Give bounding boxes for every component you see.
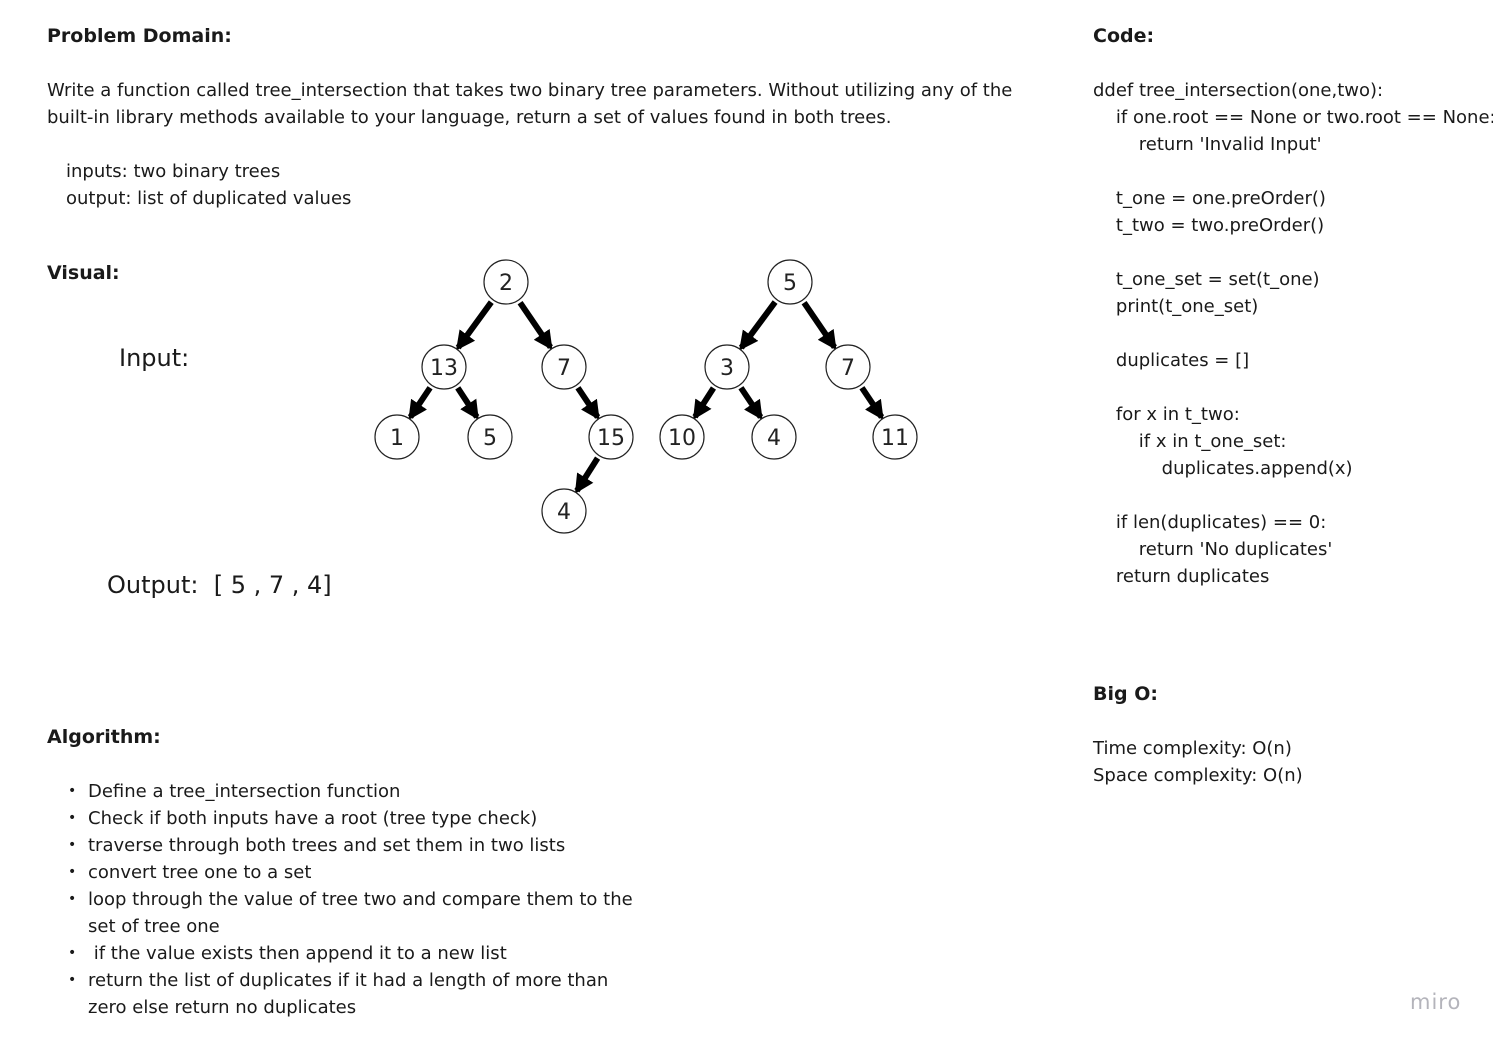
problem-description-line: Write a function called tree_intersectio… bbox=[47, 80, 1013, 101]
code-line: duplicates = [] bbox=[1093, 350, 1250, 371]
code-line: return 'No duplicates' bbox=[1093, 539, 1333, 560]
code-line: t_one = one.preOrder() bbox=[1093, 188, 1326, 209]
tree-edge-arrow bbox=[455, 386, 480, 420]
tree-node: 7 bbox=[825, 344, 871, 390]
code-line: t_two = two.preOrder() bbox=[1093, 215, 1325, 236]
code-block: ddef tree_intersection(one,two): if one.… bbox=[1093, 77, 1493, 590]
tree-edges bbox=[407, 300, 885, 494]
tree-node-circle bbox=[825, 344, 871, 390]
tree-node: 10 bbox=[659, 414, 705, 460]
problem-inputs: inputs: two binary trees bbox=[66, 161, 281, 182]
tree-edge-arrow bbox=[517, 300, 553, 351]
code-line: if x in t_one_set: bbox=[1093, 431, 1287, 452]
tree-node: 11 bbox=[872, 414, 918, 460]
tree-node: 13 bbox=[421, 344, 467, 390]
tree-node-value: 11 bbox=[881, 426, 909, 451]
code-line: for x in t_two: bbox=[1093, 404, 1240, 425]
tree-node-value: 4 bbox=[557, 500, 571, 525]
tree-edge-arrow bbox=[738, 300, 778, 351]
algorithm-step: traverse through both trees and set them… bbox=[47, 832, 637, 859]
tree-edge-arrow bbox=[455, 300, 494, 351]
algorithm-step: convert tree one to a set bbox=[47, 859, 637, 886]
tree-node-value: 5 bbox=[483, 426, 497, 451]
algorithm-step: loop through the value of tree two and c… bbox=[47, 886, 637, 940]
space-complexity: Space complexity: O(n) bbox=[1093, 765, 1303, 786]
tree-node-circle bbox=[421, 344, 467, 390]
code-line: if len(duplicates) == 0: bbox=[1093, 512, 1327, 533]
code-line bbox=[1093, 239, 1493, 266]
tree-node: 1 bbox=[374, 414, 420, 460]
tree-node-circle bbox=[588, 414, 634, 460]
code-line: return duplicates bbox=[1093, 566, 1270, 587]
tree-node-circle bbox=[704, 344, 750, 390]
code-line bbox=[1093, 374, 1493, 401]
tree-edge-arrow bbox=[859, 386, 885, 421]
tree-node-circle bbox=[467, 414, 513, 460]
tree-node-value: 13 bbox=[430, 356, 458, 381]
code-line: return 'Invalid Input' bbox=[1093, 134, 1322, 155]
tree-node-circle bbox=[483, 259, 529, 305]
big-o-values: Time complexity: O(n) Space complexity: … bbox=[1093, 735, 1303, 789]
tree-node-circle bbox=[541, 344, 587, 390]
tree-node: 4 bbox=[751, 414, 797, 460]
visual-heading: Visual: bbox=[47, 262, 120, 284]
tree-node-value: 7 bbox=[841, 356, 855, 381]
code-line bbox=[1093, 320, 1493, 347]
algorithm-heading: Algorithm: bbox=[47, 726, 161, 748]
tree-node-value: 7 bbox=[557, 356, 571, 381]
tree-node-circle bbox=[659, 414, 705, 460]
input-label: Input: bbox=[119, 344, 190, 372]
tree-edge-arrow bbox=[692, 386, 717, 420]
tree-node: 3 bbox=[704, 344, 750, 390]
problem-io: inputs: two binary trees output: list of… bbox=[66, 158, 351, 212]
tree-edge-arrow bbox=[801, 300, 837, 351]
tree-edge-arrow bbox=[738, 386, 764, 421]
problem-domain-heading: Problem Domain: bbox=[47, 25, 232, 47]
code-line: print(t_one_set) bbox=[1093, 296, 1259, 317]
tree-node-value: 4 bbox=[767, 426, 781, 451]
tree-node-circle bbox=[374, 414, 420, 460]
problem-description: Write a function called tree_intersectio… bbox=[47, 77, 1013, 131]
tree-node: 7 bbox=[541, 344, 587, 390]
problem-description-line: built-in library methods available to yo… bbox=[47, 107, 892, 128]
output-label: Output: [ 5 , 7 , 4] bbox=[107, 571, 332, 599]
code-line bbox=[1093, 482, 1493, 509]
tree-node-circle bbox=[767, 259, 813, 305]
tree-node: 5 bbox=[467, 414, 513, 460]
algorithm-step: if the value exists then append it to a … bbox=[47, 940, 637, 967]
tree-node-value: 3 bbox=[720, 356, 734, 381]
code-line: ddef tree_intersection(one,two): bbox=[1093, 80, 1384, 101]
tree-edge-arrow bbox=[574, 456, 601, 494]
time-complexity: Time complexity: O(n) bbox=[1093, 738, 1292, 759]
tree-edge-arrow bbox=[407, 386, 433, 421]
tree-node-value: 5 bbox=[783, 271, 797, 296]
algorithm-steps: Define a tree_intersection function Chec… bbox=[47, 778, 637, 1021]
tree-edge-arrow bbox=[575, 386, 601, 421]
tree-node-circle bbox=[751, 414, 797, 460]
tree-node: 15 bbox=[588, 414, 634, 460]
code-heading: Code: bbox=[1093, 25, 1155, 47]
miro-logo: miro bbox=[1410, 990, 1462, 1014]
tree-node-value: 15 bbox=[597, 426, 625, 451]
code-line: t_one_set = set(t_one) bbox=[1093, 269, 1320, 290]
algorithm-step: Check if both inputs have a root (tree t… bbox=[47, 805, 637, 832]
tree-node: 4 bbox=[541, 488, 587, 534]
code-line: duplicates.append(x) bbox=[1093, 458, 1353, 479]
algorithm-step: return the list of duplicates if it had … bbox=[47, 967, 637, 1021]
problem-output: output: list of duplicated values bbox=[66, 188, 352, 209]
tree-node: 5 bbox=[767, 259, 813, 305]
algorithm-step: Define a tree_intersection function bbox=[47, 778, 637, 805]
tree-node-value: 1 bbox=[390, 426, 404, 451]
tree-node-value: 10 bbox=[668, 426, 696, 451]
tree-node-circle bbox=[872, 414, 918, 460]
big-o-heading: Big O: bbox=[1093, 683, 1158, 705]
code-line: if one.root == None or two.root == None: bbox=[1093, 107, 1493, 128]
code-line bbox=[1093, 158, 1493, 185]
tree-node-value: 2 bbox=[499, 271, 513, 296]
tree-node-circle bbox=[541, 488, 587, 534]
tree-node: 2 bbox=[483, 259, 529, 305]
